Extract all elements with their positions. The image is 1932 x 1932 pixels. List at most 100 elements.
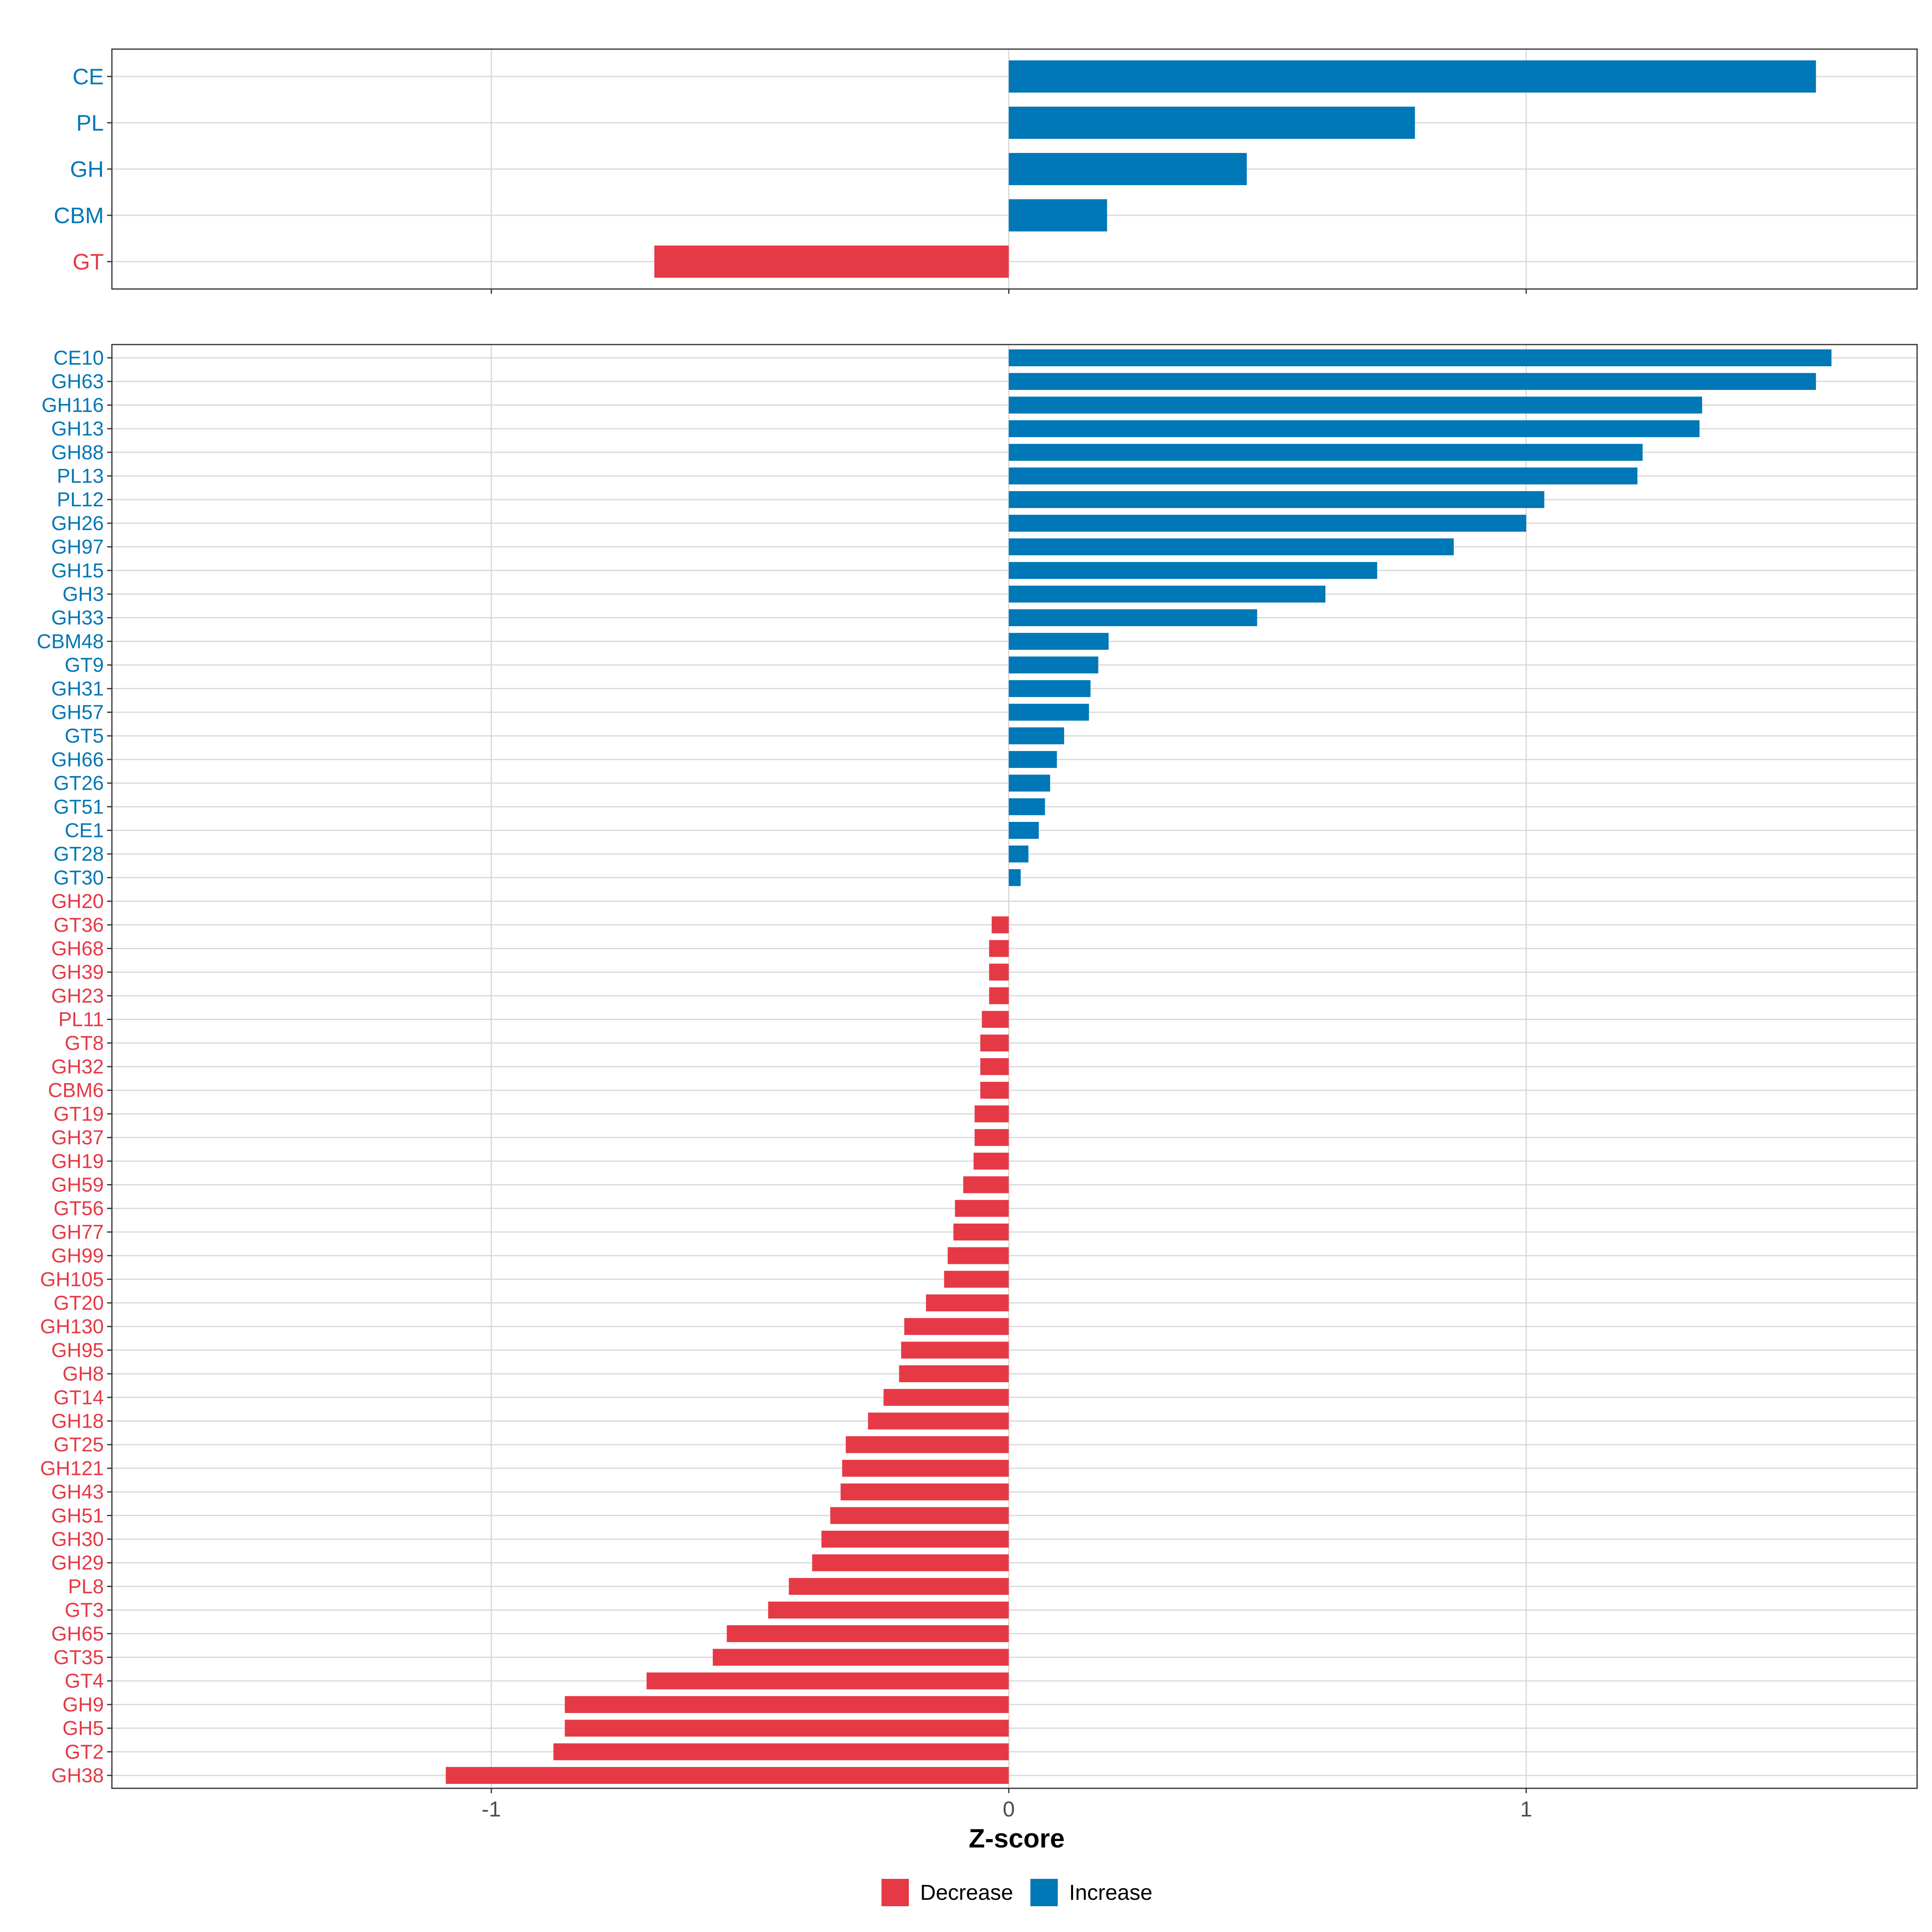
- y-tick-label: GT26: [54, 772, 104, 795]
- y-tick-label: GH121: [40, 1457, 104, 1480]
- bar-gh15: [1009, 562, 1377, 579]
- y-tick-label: GT4: [65, 1670, 104, 1692]
- bar-gt36: [991, 916, 1009, 933]
- bar-gh99: [947, 1247, 1009, 1264]
- bar-pl12: [1009, 491, 1544, 508]
- bar-gh116: [1009, 396, 1702, 414]
- y-tick-label: GH130: [40, 1315, 104, 1338]
- y-tick-label: PL11: [58, 1008, 104, 1031]
- y-tick-label: GH32: [51, 1055, 104, 1078]
- bar-pl: [1009, 107, 1415, 139]
- bar-gh66: [1009, 751, 1057, 768]
- y-tick-label: GH31: [51, 677, 104, 700]
- bar-gh8: [899, 1365, 1009, 1383]
- y-tick-label: GH3: [62, 583, 104, 605]
- y-tick-label: GT: [72, 249, 104, 275]
- y-tick-label: GH33: [51, 607, 104, 629]
- y-tick-label: GH39: [51, 961, 104, 983]
- bar-gh31: [1009, 680, 1091, 697]
- bar-gt14: [883, 1389, 1009, 1406]
- legend-label-increase: Increase: [1069, 1880, 1152, 1905]
- bar-gt9: [1009, 656, 1098, 674]
- y-tick-label: GT56: [54, 1197, 104, 1220]
- legend-swatch-increase: [1030, 1879, 1058, 1906]
- bar-gh: [1009, 153, 1247, 185]
- bar-cbm: [1009, 199, 1107, 231]
- bar-gh51: [830, 1507, 1009, 1524]
- y-tick-label: GH51: [51, 1504, 104, 1527]
- y-tick-label: GH30: [51, 1528, 104, 1550]
- bar-gt8: [980, 1034, 1009, 1052]
- y-tick-label: GT19: [54, 1102, 104, 1125]
- y-tick-label: GH20: [51, 890, 104, 912]
- bar-gh130: [904, 1318, 1009, 1335]
- y-tick-label: GT9: [65, 654, 104, 676]
- bar-gh23: [989, 987, 1009, 1004]
- bar-gh33: [1009, 609, 1257, 626]
- x-tick-label: -1: [482, 1797, 501, 1821]
- y-tick-label: GH5: [62, 1717, 104, 1740]
- bar-gt5: [1009, 727, 1064, 745]
- y-tick-label: GH77: [51, 1221, 104, 1243]
- y-tick-label: GT3: [65, 1599, 104, 1621]
- bar-gh38: [446, 1767, 1009, 1784]
- bar-pl8: [788, 1578, 1009, 1595]
- y-tick-label: GH13: [51, 417, 104, 440]
- bar-gh65: [727, 1625, 1009, 1642]
- x-axis-title: Z-score: [969, 1823, 1065, 1853]
- y-tick-label: GH65: [51, 1622, 104, 1645]
- x-tick-label: 0: [1003, 1797, 1015, 1821]
- bar-gt56: [955, 1200, 1009, 1217]
- legend-label-decrease: Decrease: [920, 1880, 1013, 1905]
- y-tick-label: CE: [72, 64, 104, 89]
- bar-gh88: [1009, 444, 1643, 461]
- y-tick-label: GH116: [41, 394, 104, 416]
- bar-gt30: [1009, 869, 1021, 886]
- bar-gt28: [1009, 845, 1029, 863]
- bar-gh39: [989, 964, 1009, 981]
- bar-gt2: [553, 1743, 1009, 1761]
- y-tick-label: GH9: [62, 1693, 104, 1716]
- bar-ce10: [1009, 349, 1832, 366]
- bar-cbm48: [1009, 633, 1109, 650]
- y-tick-label: GH97: [51, 536, 104, 558]
- y-tick-label: PL12: [57, 488, 104, 511]
- bar-pl11: [982, 1011, 1009, 1028]
- y-tick-label: PL: [76, 110, 104, 136]
- y-tick-label: GT8: [65, 1032, 104, 1054]
- bar-gh97: [1009, 538, 1454, 555]
- bar-gh77: [953, 1223, 1009, 1241]
- y-tick-label: CBM48: [37, 630, 104, 652]
- y-tick-label: GT35: [54, 1646, 104, 1669]
- y-tick-label: GH63: [51, 370, 104, 393]
- y-tick-label: PL13: [57, 465, 104, 487]
- y-tick-label: GH38: [51, 1764, 104, 1787]
- y-tick-label: CE10: [54, 347, 104, 369]
- y-tick-label: CE1: [65, 819, 104, 842]
- bar-pl13: [1009, 467, 1638, 485]
- bar-gt35: [712, 1649, 1009, 1666]
- bar-gh121: [842, 1459, 1009, 1477]
- y-tick-label: GT30: [54, 866, 104, 889]
- bar-gh3: [1009, 586, 1325, 603]
- bar-cbm6: [980, 1082, 1009, 1099]
- y-tick-label: CBM6: [48, 1079, 104, 1102]
- bar-gh43: [840, 1483, 1009, 1501]
- y-tick-label: GT36: [54, 914, 104, 936]
- bar-gh68: [989, 940, 1009, 957]
- y-tick-label: PL8: [68, 1575, 104, 1598]
- bar-gh9: [565, 1696, 1009, 1713]
- y-tick-label: GT20: [54, 1292, 104, 1314]
- y-tick-label: GH99: [51, 1245, 104, 1267]
- x-tick-label: 1: [1520, 1797, 1532, 1821]
- bar-gt: [654, 246, 1009, 278]
- y-tick-label: GH37: [51, 1126, 104, 1149]
- y-tick-label: GT25: [54, 1433, 104, 1456]
- y-tick-label: CBM: [54, 203, 104, 228]
- legend: Decrease Increase: [881, 1879, 1152, 1906]
- bar-gh30: [821, 1531, 1009, 1548]
- bar-gt19: [974, 1105, 1009, 1123]
- y-tick-label: GH57: [51, 701, 104, 724]
- y-tick-label: GH23: [51, 985, 104, 1007]
